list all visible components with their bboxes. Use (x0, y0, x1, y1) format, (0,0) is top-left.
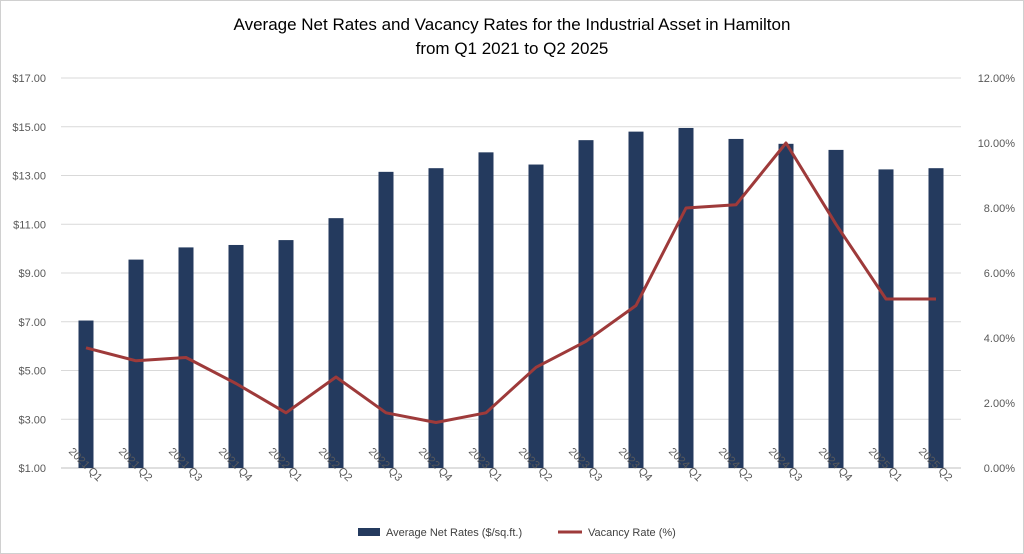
bar-2023-q4 (628, 131, 644, 468)
x-axis: 2021 Q1 2021 Q2 2021 Q3 2021 Q4 2022 Q1 2022 … (66, 446, 954, 484)
right-tick-label: 12.00% (978, 73, 1016, 85)
right-tick-label: 6.00% (984, 268, 1015, 280)
left-tick-label: $15.00 (12, 122, 46, 134)
bar-2021-q1 (78, 320, 94, 468)
chart-title-line-2: from Q1 2021 to Q2 2025 (416, 39, 609, 58)
bar-2022-q2 (328, 218, 344, 468)
bar-2022-q1 (278, 240, 294, 468)
left-tick-label: $17.00 (12, 73, 46, 85)
bar-2022-q4 (428, 168, 444, 468)
bar-2022-q3 (378, 171, 394, 468)
bar-2025-q1 (878, 169, 894, 468)
bar-series (78, 127, 944, 468)
left-tick-label: $5.00 (18, 366, 46, 378)
gridlines (61, 77, 961, 469)
bar-2024-q1 (678, 127, 694, 468)
line-series (85, 141, 936, 424)
chart-title-line-1: Average Net Rates and Vacancy Rates for … (234, 15, 791, 34)
bar-2023-q3 (578, 140, 594, 468)
legend-label-vacancy: Vacancy Rate (%) (588, 527, 676, 539)
left-tick-label: $9.00 (18, 268, 46, 280)
bar-2021-q2 (128, 259, 144, 468)
bar-2025-q2 (928, 168, 944, 468)
legend: Average Net Rates ($/sq.ft.) Vacancy Rat… (358, 527, 676, 539)
bar-2024-q3 (778, 143, 794, 468)
right-tick-label: 2.00% (984, 398, 1015, 410)
right-tick-label: 4.00% (984, 333, 1015, 345)
left-axis: $1.00 $3.00 $5.00 $7.00 $9.00 $11.00 $13.00 $15… (12, 73, 46, 475)
bar-2023-q1 (478, 152, 494, 468)
bar-2023-q2 (528, 164, 544, 468)
legend-label-net-rates: Average Net Rates ($/sq.ft.) (386, 527, 522, 539)
left-tick-label: $11.00 (13, 219, 46, 231)
right-axis: 0.00% 2.00% 4.00% 6.00% 8.00% 10.00% 12.00% (978, 73, 1016, 475)
right-tick-label: 10.00% (978, 138, 1016, 150)
right-tick-label: 0.00% (984, 463, 1015, 475)
bar-2024-q2 (728, 138, 744, 468)
legend-swatch-net-rates (358, 528, 380, 536)
bar-2024-q4 (828, 149, 844, 468)
bar-2021-q4 (228, 244, 244, 468)
left-tick-label: $7.00 (18, 317, 46, 329)
right-tick-label: 8.00% (984, 203, 1015, 215)
vacancy-rate-line (85, 141, 936, 424)
left-tick-label: $3.00 (18, 414, 46, 426)
left-tick-label: $1.00 (18, 463, 46, 475)
left-tick-label: $13.00 (12, 171, 46, 183)
